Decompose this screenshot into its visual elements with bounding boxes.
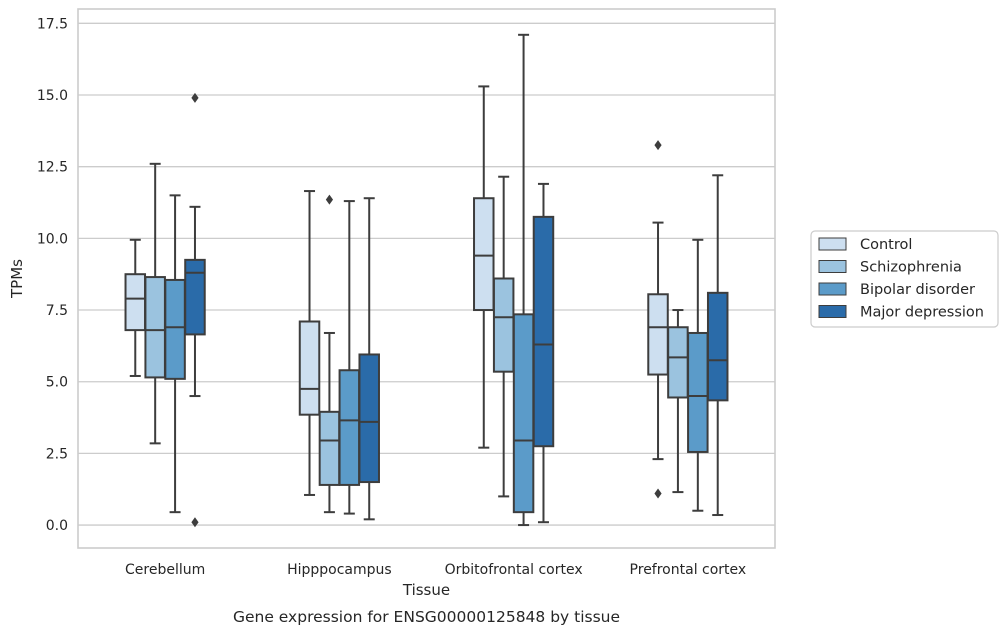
box-body — [647, 293, 669, 376]
box-body — [184, 258, 206, 336]
box-body — [706, 291, 729, 402]
legend-item-major-depression: Major depression — [818, 305, 984, 321]
x-tick-label: Orbitofrontal cortex — [445, 562, 583, 578]
legend-label: Major depression — [860, 305, 984, 321]
box-control — [647, 140, 669, 499]
box-group-cerebellum — [124, 92, 206, 528]
y-tick-label: 17.5 — [37, 16, 68, 32]
box-bipolar-disorder — [687, 238, 709, 512]
legend-label: Bipolar disorder — [860, 282, 975, 298]
box-body — [667, 326, 689, 399]
y-tick-label: 7.5 — [46, 303, 68, 319]
y-tick-label: 2.5 — [46, 446, 68, 462]
box-body — [492, 277, 515, 373]
x-tick-label: Cerebellum — [125, 562, 205, 578]
legend: Control Schizophrenia Bipolar disorder Majo… — [810, 230, 999, 328]
outlier-point — [654, 488, 662, 499]
box-bipolar-disorder — [512, 33, 535, 527]
legend-label: Control — [860, 237, 912, 253]
plot-area — [77, 8, 776, 549]
y-axis-ticks: 0.0 2.5 5.0 7.5 10.0 12.5 15.0 17.5 — [37, 16, 68, 534]
box-group-hipppocampus — [298, 190, 380, 521]
box-bipolar-disorder — [338, 200, 361, 515]
box-body — [318, 410, 341, 486]
box-control — [298, 190, 321, 496]
outlier-point — [325, 194, 334, 205]
box-control — [473, 85, 495, 449]
box-major-depression — [184, 92, 206, 528]
x-tick-label: Prefrontal cortex — [630, 562, 747, 578]
legend-swatch — [818, 260, 847, 273]
box-major-depression — [358, 197, 380, 521]
legend-label: Schizophrenia — [860, 260, 962, 276]
box-bipolar-disorder — [164, 194, 186, 514]
grid-lines — [78, 22, 775, 526]
legend-frame — [810, 230, 999, 328]
box-major-depression — [532, 182, 555, 524]
box-body — [473, 197, 495, 312]
box-major-depression — [706, 174, 729, 517]
box-schizophrenia — [318, 194, 341, 514]
legend-swatch — [818, 305, 847, 318]
box-schizophrenia — [144, 162, 166, 445]
box-body — [298, 320, 321, 416]
box-body — [532, 215, 555, 448]
box-control — [124, 238, 147, 377]
box-body — [144, 276, 166, 379]
box-groups — [124, 33, 729, 528]
box-body — [512, 313, 535, 514]
x-tick-label: Hipppocampus — [287, 562, 392, 578]
y-tick-label: 5.0 — [46, 375, 68, 391]
box-body — [164, 278, 186, 380]
outlier-point — [191, 92, 199, 103]
box-body — [687, 331, 709, 453]
legend-swatch — [818, 282, 847, 296]
x-axis-label: Tissue — [402, 581, 450, 599]
y-tick-label: 0.0 — [46, 518, 68, 534]
box-schizophrenia — [667, 309, 689, 494]
y-tick-label: 15.0 — [37, 88, 68, 104]
legend-item-schizophrenia: Schizophrenia — [818, 260, 962, 276]
y-tick-label: 12.5 — [37, 160, 68, 176]
outlier-point — [191, 517, 199, 528]
box-group-orbitofrontal-cortex — [473, 33, 555, 527]
x-axis-ticks: Cerebellum Hipppocampus Orbitofrontal cort… — [125, 562, 746, 578]
box-group-prefrontal-cortex — [647, 140, 729, 517]
chart-title: Gene expression for ENSG00000125848 by t… — [233, 608, 620, 626]
legend-swatch — [818, 237, 847, 251]
y-axis-label: TPMs — [8, 259, 26, 299]
legend-item-control: Control — [818, 237, 912, 253]
box-body — [338, 369, 361, 486]
outlier-point — [654, 140, 662, 151]
box-body — [358, 353, 380, 484]
box-body — [124, 273, 147, 332]
legend-item-bipolar-disorder: Bipolar disorder — [818, 282, 975, 298]
box-schizophrenia — [492, 175, 515, 498]
y-tick-label: 10.0 — [37, 231, 68, 247]
